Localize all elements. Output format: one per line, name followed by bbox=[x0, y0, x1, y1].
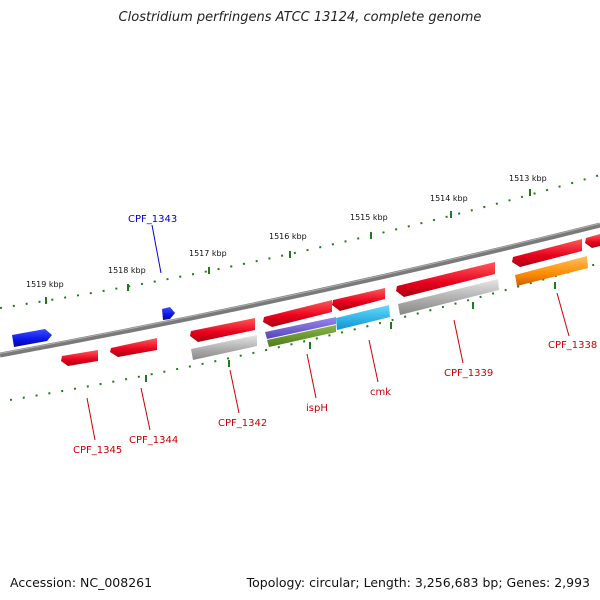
leader-cpf-1345 bbox=[86, 397, 96, 441]
scale-label-1513: 1513 kbp bbox=[509, 174, 547, 183]
scale-label-1519: 1519 kbp bbox=[26, 280, 64, 289]
leader-cpf-1342 bbox=[229, 369, 240, 414]
gene-cpf-1338[interactable] bbox=[512, 239, 582, 267]
gene-ispH[interactable] bbox=[263, 300, 332, 327]
feature-gray-1339 bbox=[398, 279, 499, 315]
label-cpf-1345[interactable]: CPF_1345 bbox=[73, 445, 122, 456]
gene-cpf-1344[interactable] bbox=[110, 338, 157, 357]
feature-olive-ispH bbox=[267, 325, 336, 347]
outer-scale-arc bbox=[0, 174, 600, 309]
scale-label-1514: 1514 kbp bbox=[430, 194, 468, 203]
scale-label-1515: 1515 kbp bbox=[350, 213, 388, 222]
leader-cpf-1338 bbox=[556, 292, 570, 337]
inner-major-ticks bbox=[145, 282, 556, 382]
gene-cpf-1343[interactable] bbox=[162, 307, 175, 320]
topology-text: Topology: circular; Length: 3,256,683 bp… bbox=[246, 575, 590, 590]
gene-cmk[interactable] bbox=[332, 288, 385, 311]
gene-cpf-1342[interactable] bbox=[190, 318, 255, 342]
feature-orange-1338 bbox=[515, 256, 588, 286]
feature-cyan-cmk bbox=[336, 305, 390, 330]
gene-right-edge[interactable] bbox=[585, 234, 600, 248]
map-title: Clostridium perfringens ATCC 13124, comp… bbox=[118, 10, 482, 25]
label-ispH[interactable]: ispH bbox=[306, 403, 328, 414]
label-cpf-1338[interactable]: CPF_1338 bbox=[548, 340, 597, 351]
gene-blue-left[interactable] bbox=[12, 329, 52, 347]
scale-label-1516: 1516 kbp bbox=[269, 232, 307, 241]
label-cpf-1344[interactable]: CPF_1344 bbox=[129, 435, 178, 446]
scale-label-1517: 1517 kbp bbox=[189, 249, 227, 258]
outer-major-ticks bbox=[45, 189, 531, 304]
inner-scale-arc bbox=[9, 262, 600, 401]
leader-ispH bbox=[306, 353, 317, 399]
feature-purple-ispH bbox=[265, 317, 336, 339]
gene-cpf-1345[interactable] bbox=[61, 350, 98, 366]
leader-cpf-1339 bbox=[453, 319, 464, 364]
leader-cmk bbox=[368, 339, 379, 383]
accession-text: Accession: NC_008261 bbox=[10, 575, 153, 590]
label-cpf-1339[interactable]: CPF_1339 bbox=[444, 368, 493, 379]
label-cpf-1342[interactable]: CPF_1342 bbox=[218, 418, 267, 429]
genome-backbone bbox=[0, 222, 600, 358]
label-cpf-1343[interactable]: CPF_1343 bbox=[128, 214, 177, 225]
label-cmk[interactable]: cmk bbox=[370, 387, 391, 398]
scale-label-1518: 1518 kbp bbox=[108, 266, 146, 275]
leader-cpf-1343 bbox=[151, 224, 162, 274]
leader-cpf-1344 bbox=[140, 387, 151, 431]
gene-cpf-1339[interactable] bbox=[396, 262, 495, 297]
feature-gray-1342 bbox=[191, 335, 257, 360]
